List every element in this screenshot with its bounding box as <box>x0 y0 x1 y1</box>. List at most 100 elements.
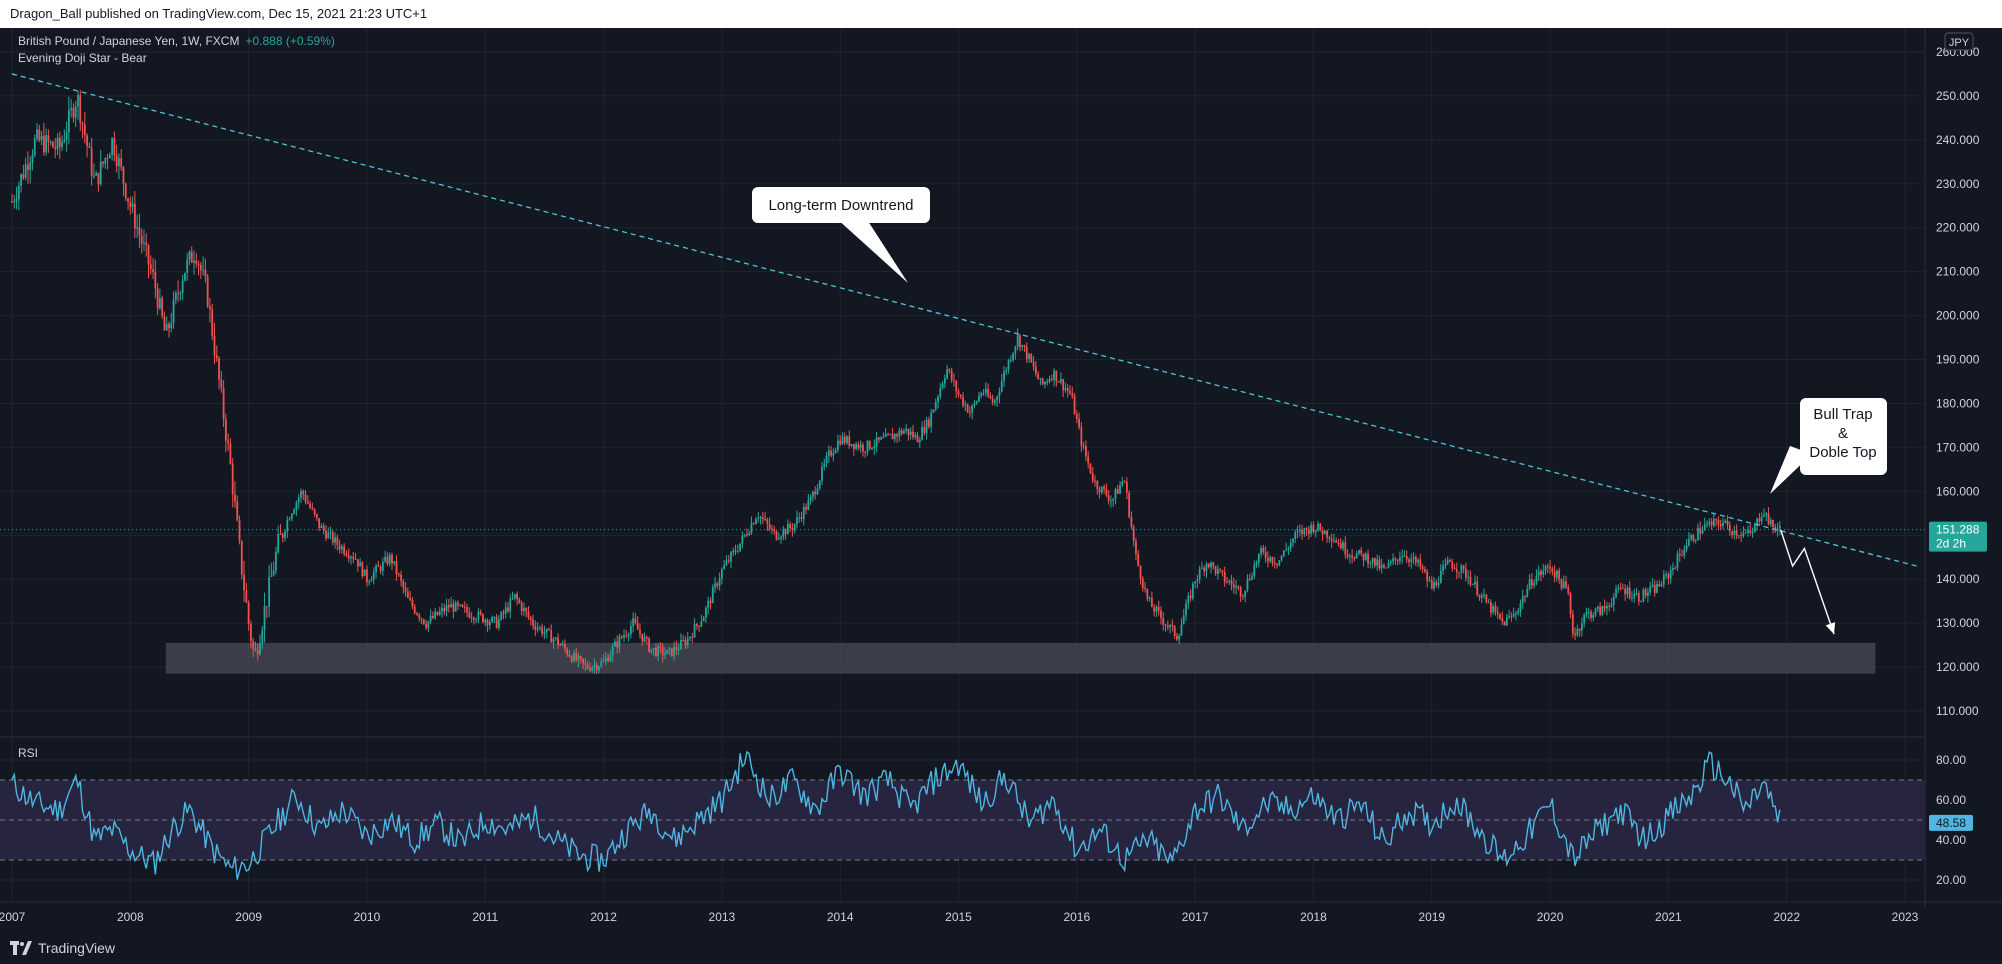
tradingview-logo[interactable]: TradingView <box>10 932 115 964</box>
candle <box>1467 570 1470 585</box>
candle-body <box>334 537 336 543</box>
candle <box>315 513 318 521</box>
candle-body <box>627 634 630 636</box>
candle-body <box>541 627 544 634</box>
callout-bull-trap[interactable]: Bull Trap & Doble Top <box>1770 398 1887 494</box>
candle-body <box>768 524 771 529</box>
candle-body <box>1312 524 1315 533</box>
forecast-arrow[interactable] <box>1780 529 1835 635</box>
candle-body <box>698 625 701 627</box>
candle-body <box>457 602 459 606</box>
candle-body <box>343 546 346 554</box>
candle-body <box>862 444 864 452</box>
candle-body <box>1776 528 1779 531</box>
candle-body <box>743 534 746 536</box>
candle-body <box>436 611 439 615</box>
candle <box>928 416 930 429</box>
candle <box>54 137 57 159</box>
support-zone[interactable] <box>165 642 1876 674</box>
candle <box>1767 507 1770 526</box>
candle-body <box>1505 617 1508 626</box>
candle-body <box>1530 579 1533 586</box>
candle-body <box>133 203 136 229</box>
candle <box>554 636 557 642</box>
candle-body <box>491 617 493 623</box>
candle <box>372 567 375 585</box>
candle <box>38 124 41 143</box>
candle <box>1312 521 1315 535</box>
candle-body <box>1269 557 1272 562</box>
candle-body <box>830 450 832 456</box>
candle-body <box>650 649 653 652</box>
candle <box>1205 561 1208 578</box>
candle <box>1169 623 1171 634</box>
candle-body <box>1681 555 1683 557</box>
candle <box>916 431 919 443</box>
candle-body <box>1057 381 1060 383</box>
candle-body <box>459 604 462 606</box>
candle-body <box>1433 581 1435 589</box>
candle-body <box>1044 381 1046 384</box>
candle <box>411 597 414 610</box>
candle-body <box>184 272 186 281</box>
candle <box>1032 356 1035 371</box>
published-text: Dragon_Ball published on TradingView.com… <box>10 6 428 21</box>
candle <box>1098 485 1101 499</box>
candle-body <box>1139 565 1142 579</box>
candle <box>548 627 550 631</box>
candle <box>331 529 334 546</box>
candle <box>254 641 257 652</box>
candle-body <box>1069 390 1071 394</box>
candle <box>1191 581 1194 601</box>
price-tag[interactable]: 151.288 2d 2h <box>1929 521 1987 552</box>
candle <box>720 567 723 585</box>
candle-body <box>1403 555 1406 557</box>
legend[interactable]: British Pound / Japanese Yen, 1W, FXCM +0… <box>18 34 335 65</box>
candle-body <box>1048 378 1051 382</box>
candle <box>1526 584 1529 598</box>
time-axis[interactable]: 2007 2008 2009 2010 2011 2012 2013 2014 2015 2016… <box>0 910 1919 924</box>
candle-body <box>1683 549 1686 556</box>
price-axis[interactable]: 110.000120.000130.000140.000150.000160.0… <box>1936 45 1980 718</box>
candle-body <box>877 437 880 440</box>
candle-body <box>996 396 999 401</box>
candle <box>868 440 871 451</box>
chart-canvas[interactable]: Long-term Downtrend Bull Trap & Doble To… <box>0 28 2002 932</box>
rsi-value-tag[interactable]: 48.58 <box>1929 814 1973 831</box>
candle <box>1307 526 1310 540</box>
candle <box>1326 529 1328 543</box>
candle-series[interactable] <box>11 90 1781 674</box>
candle <box>466 603 468 618</box>
candle <box>83 112 86 144</box>
candle-body <box>363 569 366 577</box>
candle-body <box>1369 563 1372 565</box>
candle <box>1353 556 1356 562</box>
candle-body <box>445 605 448 612</box>
downtrend-line[interactable] <box>11 73 1917 567</box>
candle <box>90 137 93 186</box>
candle-body <box>1153 607 1156 612</box>
candle-body <box>670 648 673 656</box>
candle <box>579 655 582 664</box>
candle <box>368 579 371 586</box>
candle-body <box>475 619 478 621</box>
candle-body <box>1205 563 1208 572</box>
candle-body <box>1257 553 1260 563</box>
candle <box>1271 556 1274 567</box>
currency-badge[interactable]: JPY <box>1944 32 1974 51</box>
candle <box>859 440 862 453</box>
candle-body <box>843 436 846 444</box>
price-tick-label: 180.000 <box>1936 396 1980 410</box>
candle-body <box>561 644 564 646</box>
candle-body <box>846 436 848 444</box>
candle-body <box>147 245 150 265</box>
rsi-line[interactable] <box>11 750 1781 880</box>
candle <box>862 442 864 457</box>
candle-body <box>994 400 996 403</box>
candle <box>1071 386 1074 399</box>
callout-downtrend[interactable]: Long-term Downtrend <box>752 187 930 283</box>
candle <box>709 597 712 610</box>
candle-body <box>589 668 591 671</box>
candle-body <box>359 562 362 567</box>
